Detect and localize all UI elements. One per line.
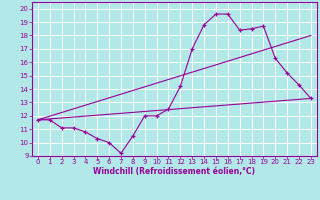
X-axis label: Windchill (Refroidissement éolien,°C): Windchill (Refroidissement éolien,°C): [93, 167, 255, 176]
